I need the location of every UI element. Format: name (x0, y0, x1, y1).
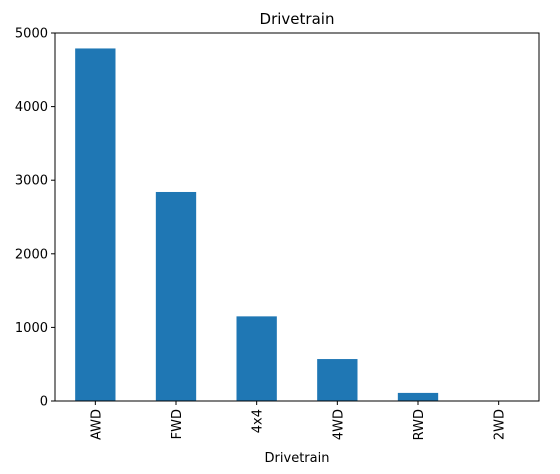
y-tick-label: 3000 (15, 174, 48, 189)
chart-title: Drivetrain (260, 10, 335, 28)
bar-awd (75, 48, 116, 402)
y-tick-label: 4000 (15, 100, 48, 115)
x-tick-label: FWD (170, 409, 185, 439)
y-tick-label: 0 (40, 395, 48, 410)
y-tick-label: 1000 (15, 321, 48, 336)
bar-fwd (155, 191, 197, 401)
y-tick-label: 2000 (15, 247, 48, 262)
x-tick-label: 2WD (493, 409, 508, 440)
x-tick-label: 4x4 (251, 409, 266, 433)
y-tick-label: 5000 (15, 27, 48, 42)
y-axis: 0 1000 2000 3000 4000 5000 (15, 27, 55, 410)
bars-group (75, 48, 519, 402)
plot-frame (54, 32, 540, 402)
bar-rwd (397, 392, 439, 401)
x-axis-label: Drivetrain (265, 451, 330, 466)
bar-4x4 (236, 316, 277, 401)
x-axis: AWD FWD 4x4 4WD RWD 2WD (89, 401, 508, 440)
x-tick-label: 4WD (331, 409, 346, 440)
bar-4wd (317, 359, 358, 401)
x-tick-label: RWD (412, 409, 427, 440)
x-tick-label: AWD (89, 409, 104, 440)
